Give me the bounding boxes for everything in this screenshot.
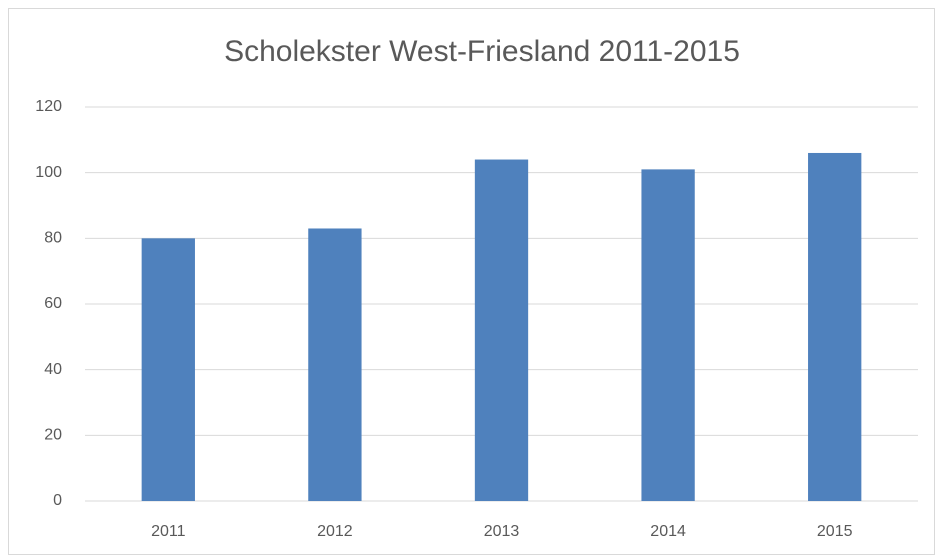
y-tick-label: 40 [44, 361, 62, 378]
bar [474, 159, 529, 502]
x-tick-label: 2011 [151, 523, 186, 540]
bar [808, 152, 862, 501]
bar [641, 169, 695, 501]
bar [141, 238, 195, 502]
y-tick-label: 80 [44, 230, 62, 247]
y-tick-label: 60 [44, 295, 62, 312]
y-tick-label: 0 [53, 492, 62, 509]
y-tick-label: 100 [35, 164, 62, 181]
x-tick-label: 2013 [484, 523, 520, 540]
x-tick-label: 2015 [817, 523, 853, 540]
chart-title: Scholekster West-Friesland 2011-2015 [224, 35, 740, 68]
y-tick-label: 120 [35, 98, 62, 115]
x-tick-label: 2014 [650, 523, 686, 540]
bar [308, 228, 362, 501]
x-tick-label: 2012 [317, 523, 353, 540]
y-tick-label: 20 [44, 427, 62, 444]
